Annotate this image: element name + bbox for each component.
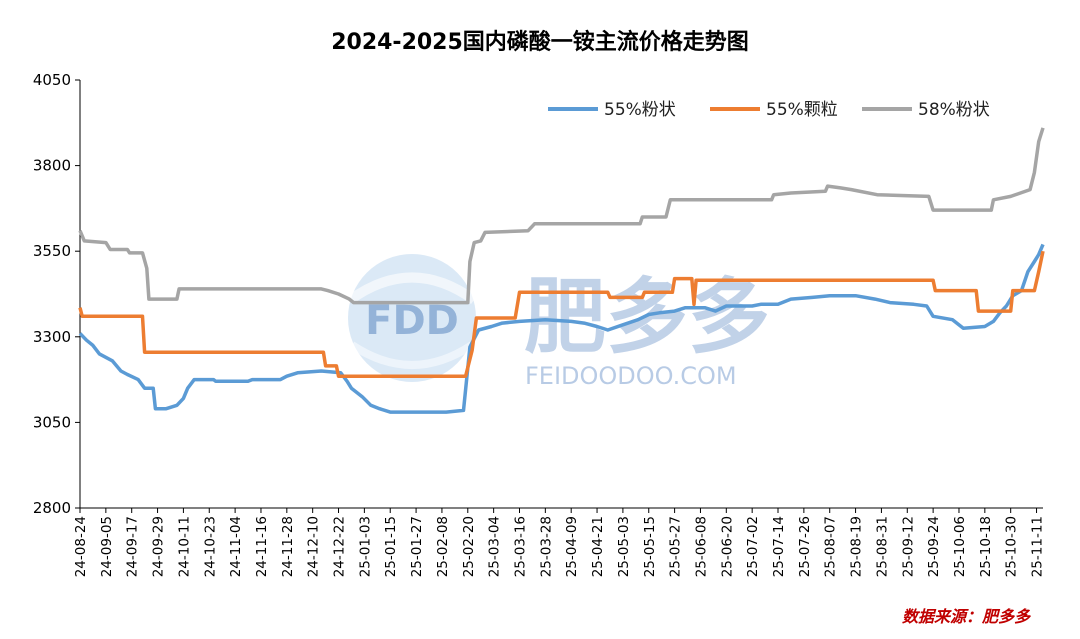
watermark-url-text: FEIDOODOO.COM (525, 362, 737, 390)
x-tick-label: 25-05-27 (668, 516, 684, 577)
y-tick-label: 4050 (33, 71, 71, 89)
y-tick-label: 3050 (33, 413, 71, 431)
x-tick-label: 25-02-20 (461, 516, 477, 577)
x-tick-label: 25-01-03 (357, 516, 373, 577)
watermark-logo-wave-lower (349, 341, 475, 369)
series-line-2 (78, 127, 1045, 305)
series-lines (78, 127, 1045, 414)
y-tick-label: 2800 (33, 499, 71, 517)
x-tick-label: 25-06-08 (693, 516, 709, 577)
x-tick-label: 24-08-24 (73, 516, 89, 577)
x-tick-label: 25-08-31 (874, 516, 890, 577)
x-tick-label: 25-08-07 (823, 516, 839, 577)
x-tick-label: 24-10-23 (202, 516, 218, 577)
x-tick-label: 24-09-17 (125, 516, 141, 577)
x-tick-label: 24-10-11 (176, 516, 192, 577)
x-tick-label: 24-11-16 (254, 516, 270, 577)
x-tick-label: 25-05-03 (616, 516, 632, 577)
x-tick-label: 25-04-21 (590, 516, 606, 577)
y-tick-label: 3800 (33, 157, 71, 175)
x-tick-label: 25-11-11 (1030, 516, 1046, 577)
x-tick-label: 24-09-05 (99, 516, 115, 577)
x-tick-label: 25-05-15 (642, 516, 658, 577)
x-tick-label: 25-10-30 (1004, 516, 1020, 577)
x-tick-label: 25-09-12 (900, 516, 916, 577)
legend: 55%粉状 55%颗粒 58%粉状 (548, 100, 990, 120)
chart-title: 2024-2025国内磷酸一铵主流价格走势图 (331, 29, 749, 55)
x-axis-ticks: 24-08-24 24-09-05 24-09-17 24-09-29 24-10-11… (73, 508, 1046, 577)
x-tick-label: 25-03-28 (538, 516, 554, 577)
x-tick-label: 25-03-16 (512, 516, 528, 577)
x-tick-label: 25-04-09 (564, 516, 580, 577)
x-tick-label: 25-01-27 (409, 516, 425, 577)
watermark-logo-text: FDD (365, 298, 459, 344)
series-line-1 (78, 250, 1045, 378)
legend-label-0: 55%粉状 (604, 100, 676, 120)
watermark-brand-text: 肥多多 (524, 270, 770, 365)
x-tick-label: 24-11-04 (228, 516, 244, 577)
legend-label-2: 58%粉状 (918, 100, 990, 120)
x-tick-label: 25-10-06 (952, 516, 968, 577)
x-tick-label: 25-10-18 (978, 516, 994, 577)
series-line-0 (78, 243, 1045, 414)
x-tick-label: 24-09-29 (151, 516, 167, 577)
source-note: 数据来源：肥多多 (902, 607, 1032, 626)
watermark-logo-wave (347, 272, 477, 305)
x-tick-label: 24-11-28 (280, 516, 296, 577)
x-tick-label: 25-09-24 (926, 516, 942, 577)
legend-label-1: 55%颗粒 (766, 100, 838, 120)
x-tick-label: 25-07-26 (797, 516, 813, 577)
y-tick-label: 3300 (33, 328, 71, 346)
x-tick-label: 25-06-20 (719, 516, 735, 577)
watermark: FDD 肥多多 FEIDOODOO.COM (347, 254, 770, 390)
x-tick-label: 25-01-15 (383, 516, 399, 577)
y-axis-ticks: 2800 3050 3300 3550 3800 4050 (33, 71, 80, 517)
x-tick-label: 25-07-14 (771, 516, 787, 577)
x-tick-label: 25-02-08 (435, 516, 451, 577)
x-tick-label: 24-12-10 (306, 516, 322, 577)
x-tick-label: 25-07-02 (745, 516, 761, 577)
x-tick-label: 24-12-22 (332, 516, 348, 577)
y-tick-label: 3550 (33, 242, 71, 260)
x-tick-label: 25-03-04 (487, 516, 503, 577)
x-tick-label: 25-08-19 (849, 516, 865, 577)
